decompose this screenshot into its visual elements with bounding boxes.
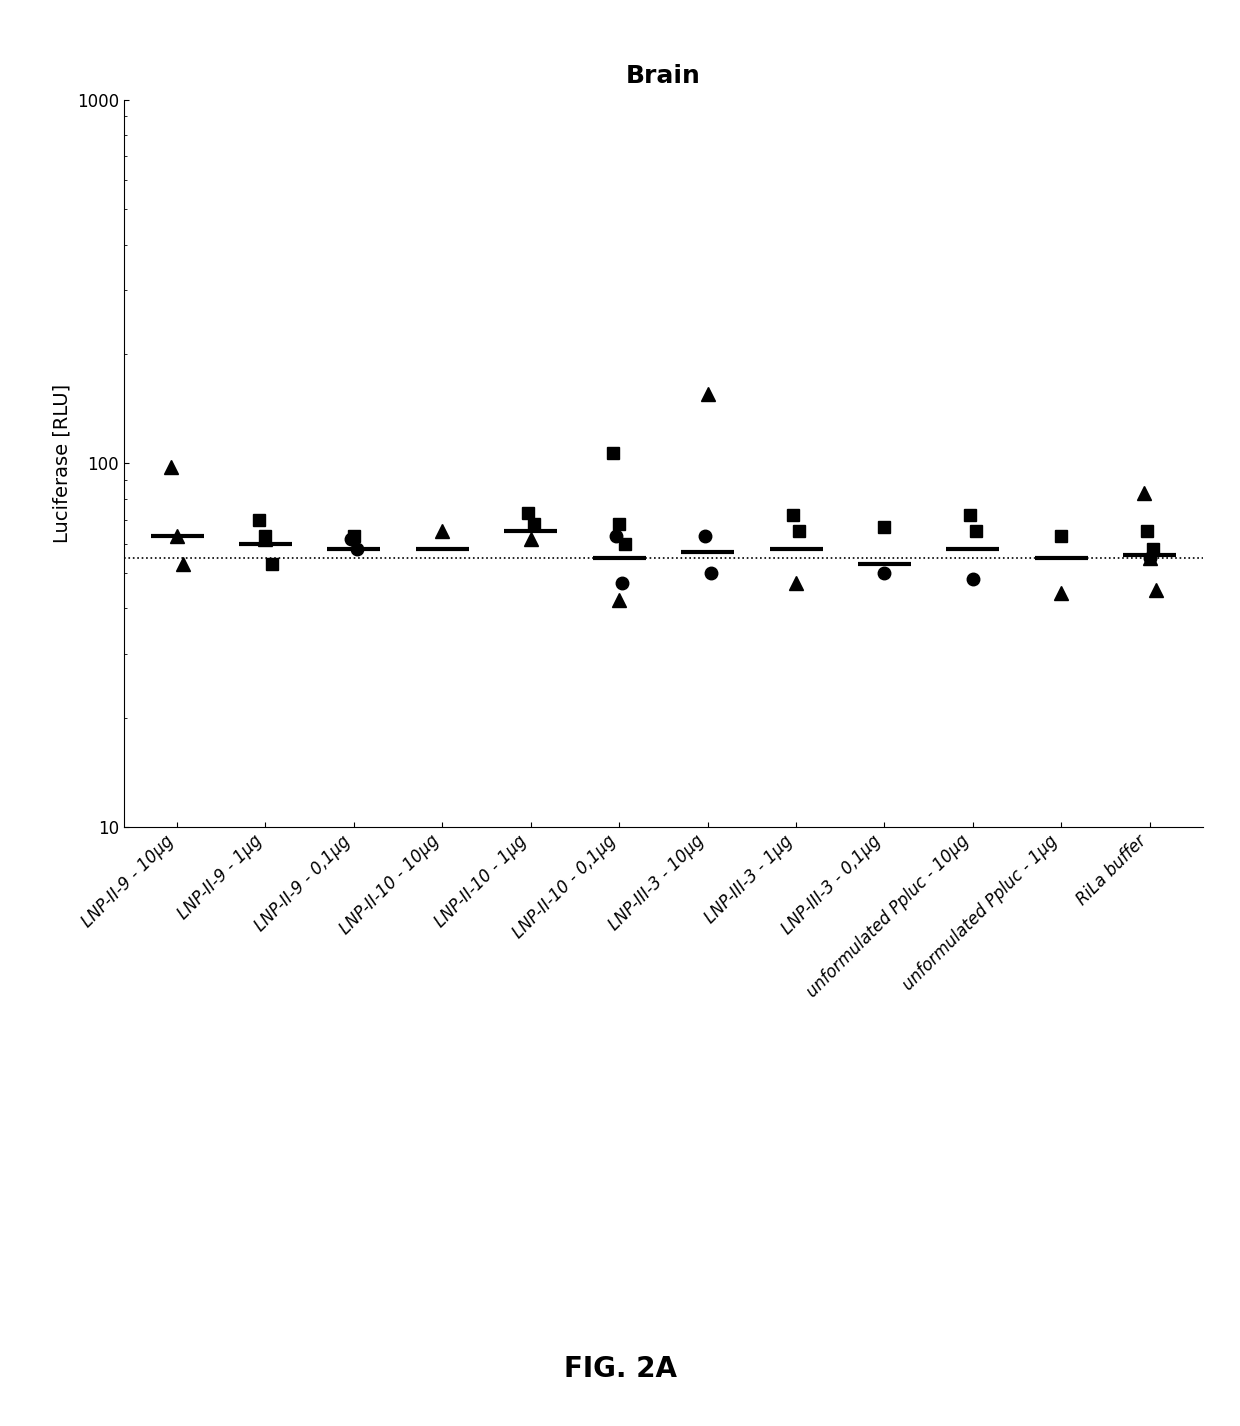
Title: Brain: Brain [626,64,701,88]
Y-axis label: Luciferase [RLU]: Luciferase [RLU] [52,384,72,543]
Text: FIG. 2A: FIG. 2A [563,1355,677,1383]
